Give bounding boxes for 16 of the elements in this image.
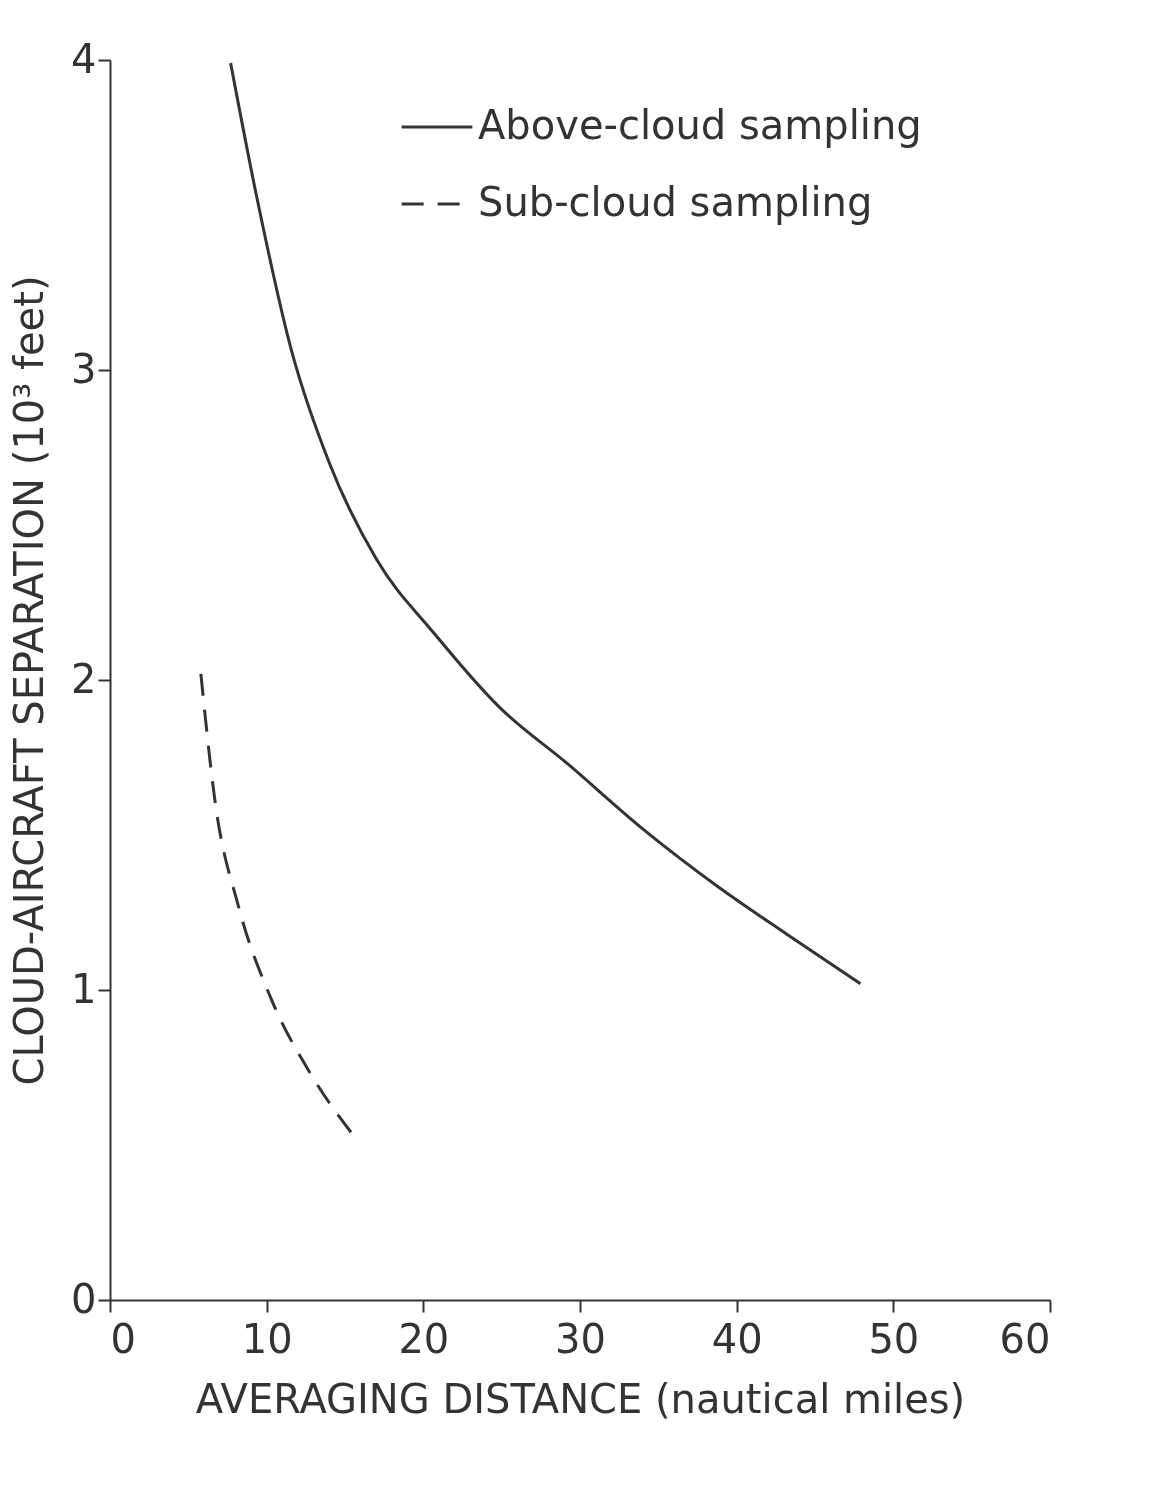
y-tick-label: 4 (71, 35, 97, 82)
y-tick-label: 1 (71, 965, 97, 1012)
x-tick-label: 0 (110, 1315, 136, 1362)
x-tick-label: 40 (711, 1315, 763, 1362)
x-tick-label: 10 (241, 1315, 293, 1362)
x-axis-title: AVERAGING DISTANCE (nautical miles) (195, 1375, 966, 1422)
legend-label: Sub-cloud sampling (478, 179, 873, 225)
y-tick-label: 2 (71, 655, 97, 702)
x-tick-label: 60 (999, 1315, 1051, 1362)
x-tick-label: 30 (555, 1315, 606, 1362)
legend-label: Above-cloud sampling (478, 102, 922, 148)
y-tick-label: 3 (71, 345, 97, 392)
y-axis-title: CLOUD-AIRCRAFT SEPARATION (10³ feet) (6, 275, 53, 1086)
x-tick-label: 20 (398, 1315, 450, 1362)
y-tick-label: 0 (71, 1275, 97, 1322)
x-tick-label: 50 (868, 1315, 920, 1362)
